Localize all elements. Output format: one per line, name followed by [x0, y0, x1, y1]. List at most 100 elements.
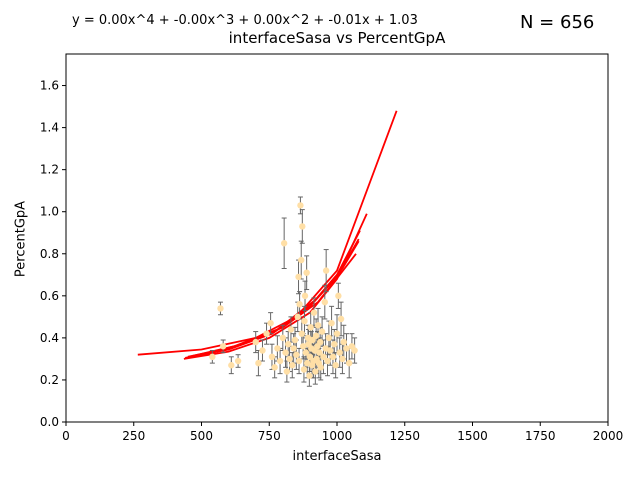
y-tick-label: 0.2 [40, 373, 59, 387]
data-point [259, 347, 266, 354]
x-axis-ticks: 0 250 500 750 1000 1250 1500 1750 2000 [62, 422, 623, 443]
data-point [316, 338, 324, 346]
data-point [318, 328, 326, 335]
data-point [336, 349, 343, 356]
data-point [280, 240, 288, 247]
data-point [209, 353, 216, 361]
x-tick-label: 750 [258, 429, 281, 443]
data-point [283, 368, 291, 375]
data-point [343, 345, 350, 352]
data-point [297, 202, 304, 209]
fit-lines [137, 110, 398, 360]
data-point [289, 362, 296, 369]
data-point [286, 355, 293, 363]
data-point [296, 301, 303, 308]
data-point [329, 353, 337, 361]
data-point [299, 343, 307, 350]
y-tick-label: 1.6 [40, 79, 59, 93]
data-point [309, 336, 316, 344]
data-point [276, 357, 284, 365]
data-point [332, 362, 339, 369]
data-point [298, 330, 305, 337]
y-tick-label: 1.0 [40, 205, 59, 219]
data-point [312, 368, 319, 375]
data-point [321, 298, 329, 306]
data-point [293, 351, 300, 358]
x-tick-label: 500 [190, 429, 213, 443]
y-tick-label: 0.6 [40, 289, 59, 303]
data-point [294, 313, 301, 321]
data-point [333, 330, 341, 337]
y-tick-label: 0.8 [40, 247, 59, 261]
data-point [267, 319, 274, 327]
data-point [298, 256, 305, 264]
data-point [328, 319, 335, 327]
data-point [335, 292, 342, 300]
data-point [339, 355, 346, 363]
y-tick-label: 1.2 [40, 163, 59, 177]
x-tick-label: 0 [62, 429, 70, 443]
data-point [287, 326, 295, 333]
data-point [327, 347, 334, 354]
data-point [295, 357, 303, 365]
chart-title: interfaceSasa vs PercentGpA [228, 29, 446, 47]
data-point [234, 357, 242, 365]
data-point [271, 364, 278, 371]
data-point [279, 334, 286, 342]
data-point [219, 343, 227, 350]
data-point [351, 347, 358, 354]
fit-line [137, 110, 398, 356]
y-tick-label: 0.4 [40, 331, 59, 345]
data-point [322, 267, 330, 274]
data-point [312, 332, 320, 339]
data-point [217, 305, 224, 312]
data-point [303, 269, 310, 276]
data-point [295, 273, 302, 281]
data-point [274, 345, 281, 352]
data-point [314, 322, 322, 329]
sample-count: N = 656 [520, 12, 595, 33]
data-point [301, 317, 308, 325]
data-point [310, 309, 318, 316]
data-point [252, 338, 259, 346]
data-point [340, 338, 347, 346]
data-point [337, 315, 345, 323]
fit-line [183, 213, 368, 360]
data-point [316, 349, 323, 356]
x-tick-label: 1500 [457, 429, 488, 443]
y-tick-label: 1.4 [40, 121, 59, 135]
data-point [306, 372, 313, 379]
fit-line [187, 238, 360, 358]
fit-line [201, 253, 357, 356]
data-point [228, 362, 235, 369]
data-point [306, 353, 314, 361]
data-point [302, 349, 310, 356]
data-point [282, 349, 289, 356]
data-point [255, 359, 262, 367]
data-point [291, 336, 299, 344]
data-point [303, 359, 311, 367]
scatter-points [209, 202, 358, 379]
x-tick-label: 1250 [389, 429, 420, 443]
x-tick-label: 1000 [322, 429, 353, 443]
data-point [300, 366, 308, 373]
x-tick-label: 2000 [593, 429, 624, 443]
y-tick-label: 0.0 [40, 415, 59, 429]
data-point [301, 292, 309, 300]
x-axis-label: interfaceSasa [292, 449, 382, 464]
data-point [324, 357, 331, 365]
data-point [268, 353, 276, 361]
data-point [299, 223, 306, 230]
data-point [290, 345, 297, 352]
x-tick-label: 250 [122, 429, 145, 443]
x-tick-label: 1750 [525, 429, 556, 443]
y-axis-ticks: 0.0 0.2 0.4 0.6 0.8 1.0 1.2 1.4 1.6 [40, 79, 66, 429]
y-axis-label: PercentGpA [13, 200, 29, 278]
data-point [345, 359, 353, 367]
data-point [317, 364, 324, 371]
fit-line [185, 230, 361, 359]
data-point [320, 353, 327, 361]
data-point [307, 324, 314, 331]
data-point [331, 340, 338, 348]
